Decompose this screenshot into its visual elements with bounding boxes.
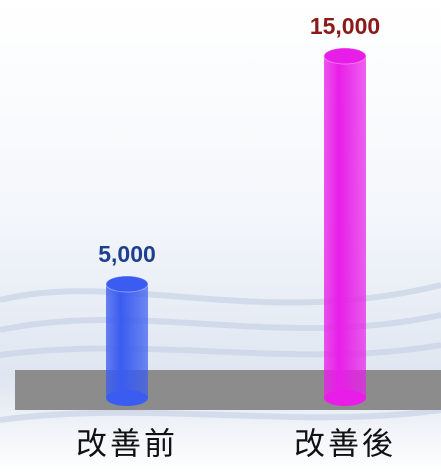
bar (324, 56, 366, 398)
category-label: 改善前 (76, 427, 178, 463)
category-label: 改善後 (294, 427, 396, 463)
background-waves (0, 282, 441, 423)
value-label: 15,000 (310, 13, 380, 39)
floor (15, 370, 441, 410)
bar (106, 284, 148, 398)
bar-top (105, 275, 149, 293)
value-label: 5,000 (98, 241, 156, 267)
bar-top (323, 47, 367, 65)
